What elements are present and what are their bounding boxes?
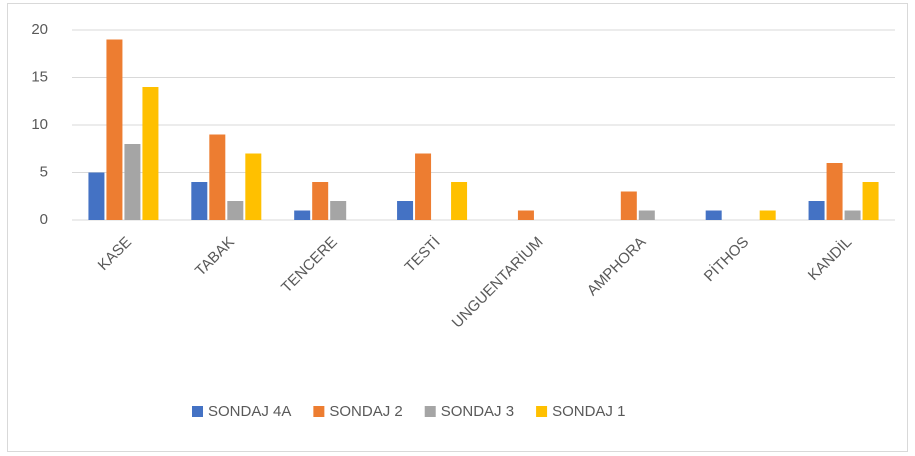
legend-label: SONDAJ 2 (329, 403, 402, 420)
y-tick-label: 15 (31, 68, 48, 85)
bar (88, 172, 105, 220)
legend-label: SONDAJ 4A (208, 403, 291, 420)
bar (705, 210, 722, 220)
legend-swatch (192, 406, 203, 417)
legend-swatch (313, 406, 325, 417)
legend-swatch (536, 406, 548, 417)
bar (638, 210, 655, 220)
bar (124, 144, 141, 220)
bar (106, 39, 123, 220)
legend-label: SONDAJ 3 (441, 403, 514, 420)
bar (294, 210, 311, 220)
bar (312, 182, 329, 220)
bar (862, 182, 879, 220)
bar (397, 201, 414, 220)
y-tick-label: 0 (40, 211, 48, 228)
y-tick-label: 20 (31, 21, 48, 38)
bar (330, 201, 347, 220)
bar (451, 182, 468, 220)
bar (209, 134, 226, 220)
bar (844, 210, 861, 220)
y-tick-label: 10 (31, 116, 48, 133)
bar (191, 182, 208, 220)
bar (227, 201, 244, 220)
bar (808, 201, 825, 220)
bar (245, 153, 262, 220)
legend-swatch (424, 406, 436, 417)
bar (620, 191, 637, 220)
legend-label: SONDAJ 1 (552, 403, 625, 420)
bar (415, 153, 432, 220)
bar (517, 210, 534, 220)
bar (826, 163, 843, 220)
bar (142, 87, 159, 220)
y-tick-label: 5 (40, 163, 48, 180)
bar (759, 210, 776, 220)
chart-border (7, 3, 908, 452)
